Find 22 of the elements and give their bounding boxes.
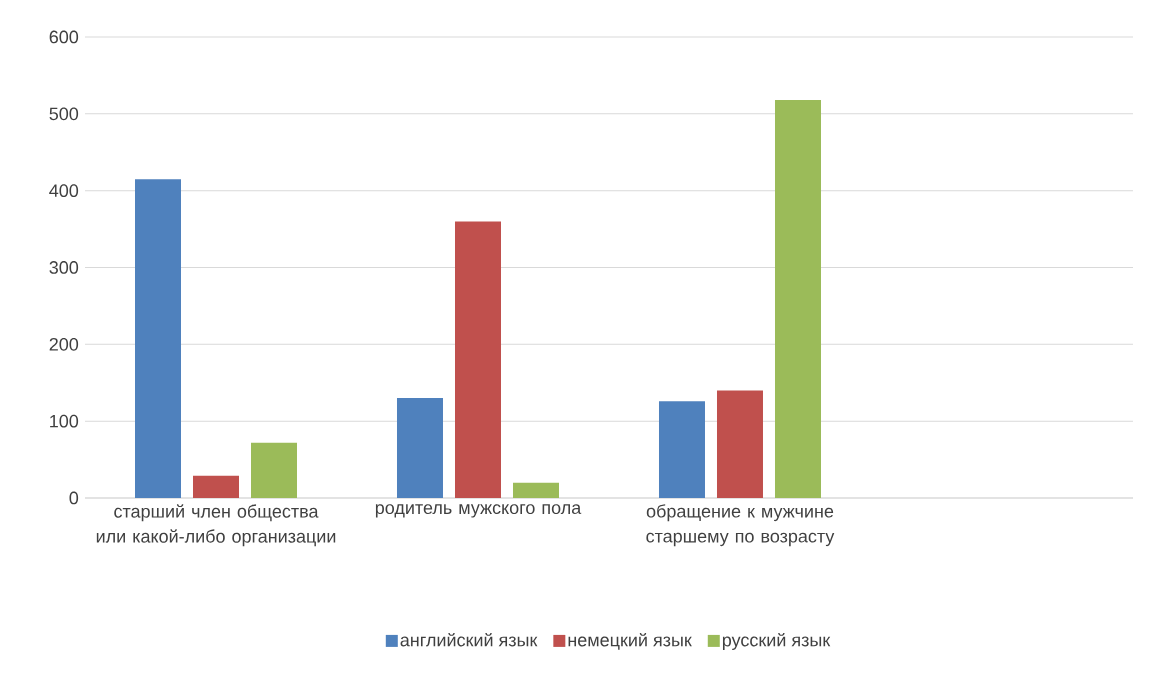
y-tick-label: 600 <box>49 30 79 44</box>
bar <box>512 482 559 498</box>
bar <box>397 398 443 498</box>
y-tick-label: 500 <box>49 107 79 121</box>
y-tick-label: 100 <box>50 414 79 428</box>
y-tick-label: 300 <box>49 261 79 274</box>
bar <box>193 475 239 498</box>
legend-label: английский язык <box>400 632 538 647</box>
x-tick-label: родитель мужского пола <box>375 504 582 518</box>
bar <box>658 401 705 498</box>
legend-label: русский язык <box>722 632 831 650</box>
bar <box>455 221 501 498</box>
y-tick-label: 0 <box>69 491 79 505</box>
y-tick-label: 200 <box>49 337 79 351</box>
x-tick-label: обращение к мужчине старшему по возрасту <box>646 504 835 547</box>
legend-label: немецкий язык <box>568 632 692 650</box>
bar <box>716 390 763 498</box>
x-tick-label: старший член общества или какой-либо организации <box>96 504 336 547</box>
bar <box>135 179 181 498</box>
bar <box>774 100 821 498</box>
y-tick-label: 400 <box>49 184 79 198</box>
bar <box>251 442 297 498</box>
